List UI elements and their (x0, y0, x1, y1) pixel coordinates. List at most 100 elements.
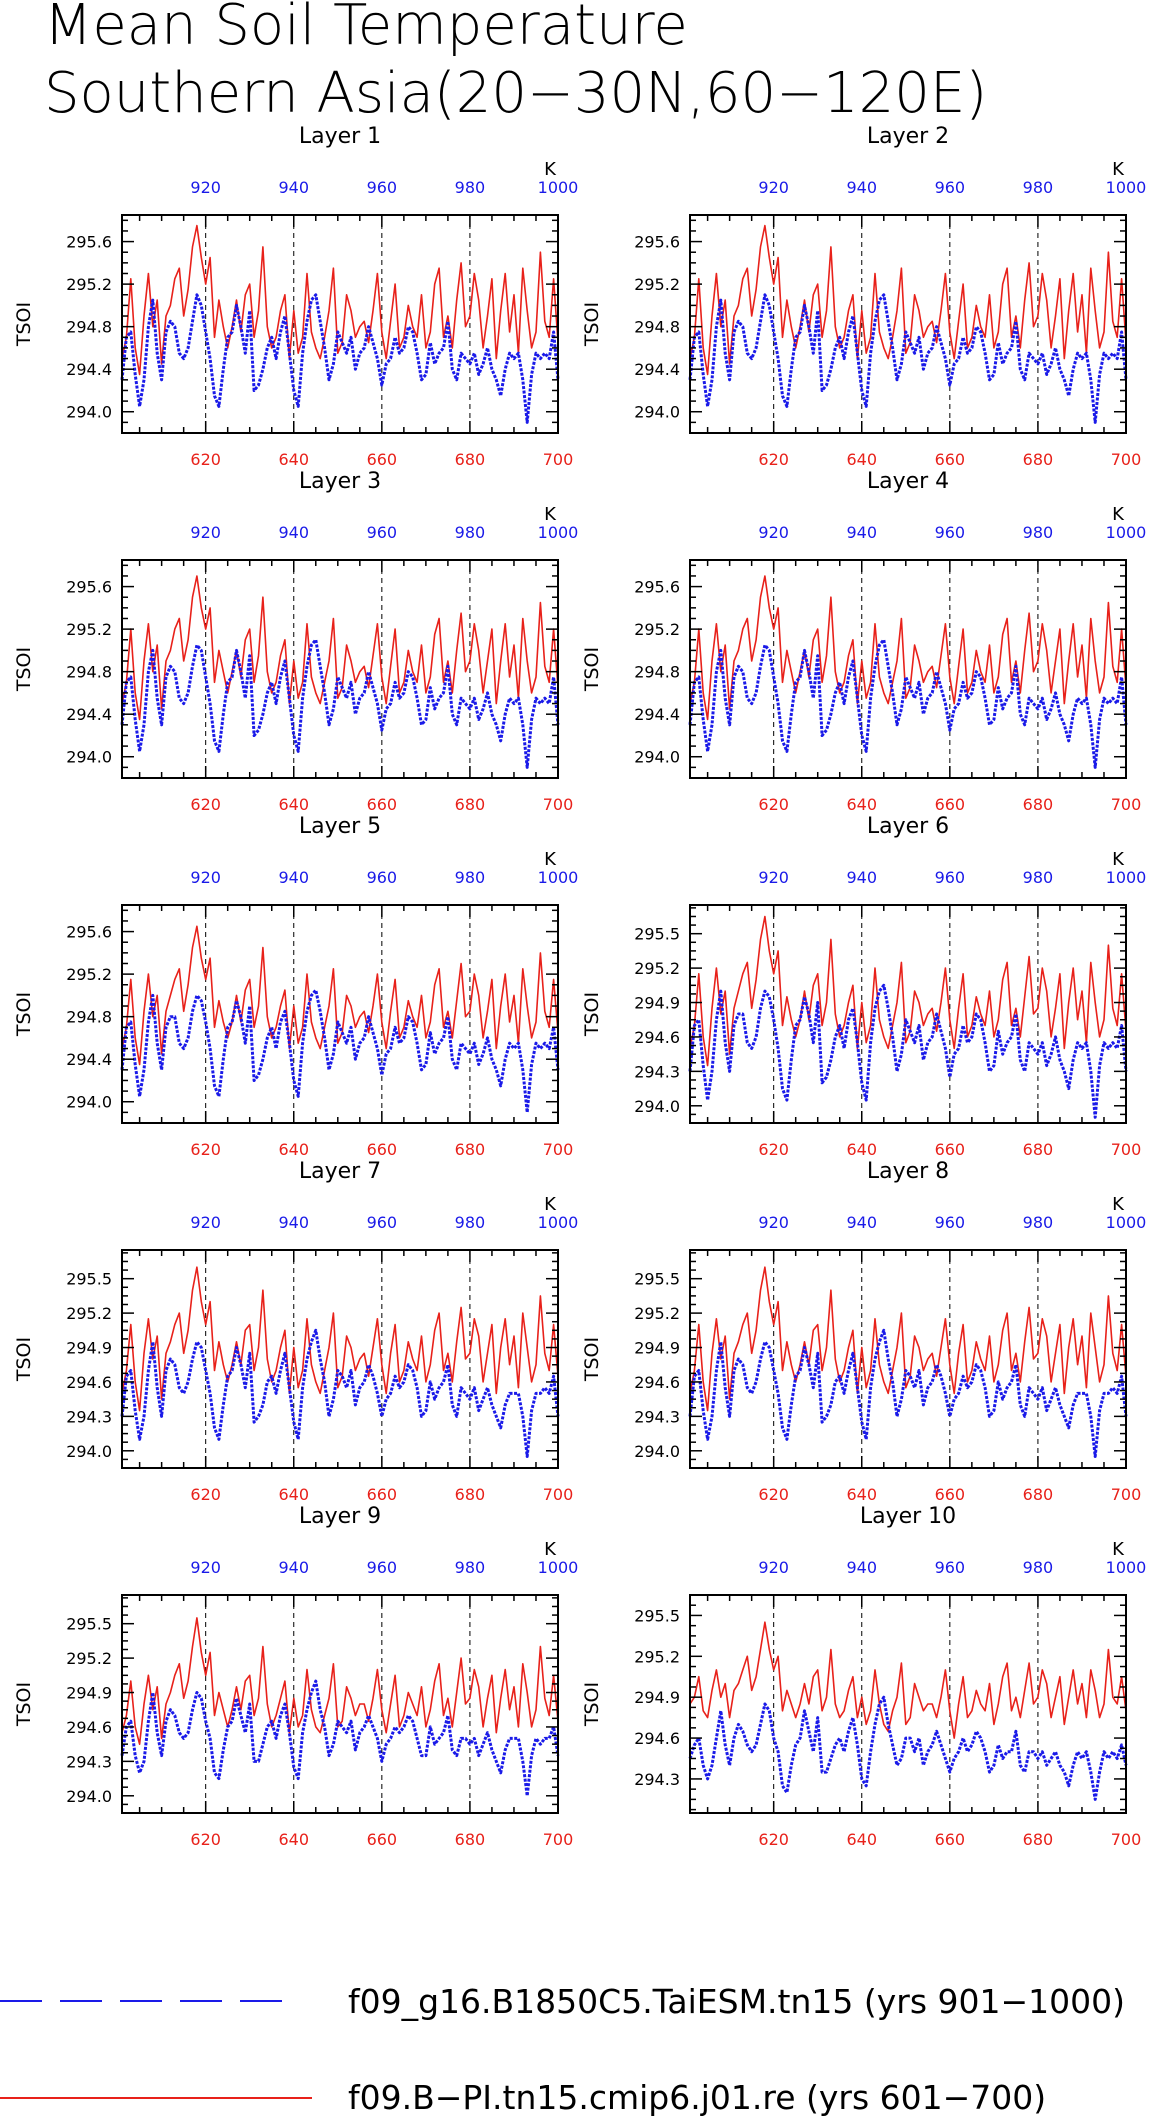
y-tick-label: 294.4 (66, 705, 112, 724)
y-tick-label: 294.8 (66, 318, 112, 337)
y-tick-label: 294.3 (66, 1407, 112, 1426)
top-axis-unit: K (1112, 504, 1125, 525)
plot-frame (121, 214, 559, 434)
y-tick-label: 294.4 (634, 705, 680, 724)
x-bottom-tick-label: 620 (190, 795, 221, 814)
series-line-cmip6 (121, 224, 559, 376)
y-tick-label: 294.4 (634, 360, 680, 379)
series-line-taiesm (120, 293, 560, 424)
y-tick-label: 295.2 (66, 965, 112, 984)
x-top-tick-label: 980 (1023, 1213, 1054, 1232)
series-line-taiesm (120, 638, 560, 769)
y-tick-label: 294.3 (634, 1062, 680, 1081)
x-bottom-tick-label: 680 (1023, 795, 1054, 814)
y-tick-label: 294.8 (634, 663, 680, 682)
y-tick-label: 294.0 (634, 1097, 680, 1116)
y-tick-label: 294.3 (634, 1407, 680, 1426)
x-top-tick-label: 980 (455, 523, 486, 542)
x-top-tick-label: 960 (935, 523, 966, 542)
y-tick-label: 294.0 (634, 1442, 680, 1461)
x-top-tick-label: 960 (935, 868, 966, 887)
x-top-tick-label: 920 (190, 178, 221, 197)
x-top-tick-label: 980 (455, 178, 486, 197)
y-tick-label: 295.6 (66, 923, 112, 942)
x-bottom-tick-label: 660 (367, 1485, 398, 1504)
x-bottom-tick-label: 700 (1111, 1485, 1142, 1504)
y-tick-label: 295.2 (634, 1304, 680, 1323)
x-top-tick-label: 1000 (1106, 178, 1147, 197)
x-top-tick-label: 1000 (1106, 1558, 1147, 1577)
figure-title-line-2: Southern Asia(20−30N,60−120E) (44, 61, 987, 126)
x-bottom-tick-label: 680 (455, 795, 486, 814)
x-bottom-tick-label: 640 (846, 795, 877, 814)
x-top-tick-label: 940 (278, 178, 309, 197)
x-bottom-tick-label: 700 (543, 1140, 574, 1159)
x-bottom-tick-label: 700 (1111, 450, 1142, 469)
y-tick-label: 295.2 (634, 959, 680, 978)
series-line-cmip6 (121, 925, 559, 1066)
y-tick-label: 295.5 (634, 1270, 680, 1289)
x-top-tick-label: 940 (846, 1213, 877, 1232)
top-axis-unit: K (544, 159, 557, 180)
x-bottom-tick-label: 660 (367, 1140, 398, 1159)
y-tick-label: 295.6 (634, 578, 680, 597)
x-bottom-tick-label: 660 (367, 795, 398, 814)
y-tick-label: 294.3 (66, 1752, 112, 1771)
y-tick-label: 294.0 (634, 748, 680, 767)
top-axis-unit: K (1112, 1539, 1125, 1560)
panel-title: Layer 8 (867, 1159, 949, 1184)
x-top-tick-label: 920 (758, 1213, 789, 1232)
y-axis-label: TSOI (581, 647, 603, 692)
x-bottom-tick-label: 620 (758, 1140, 789, 1159)
x-top-tick-label: 920 (190, 1213, 221, 1232)
x-bottom-tick-label: 660 (935, 1485, 966, 1504)
y-tick-label: 294.9 (634, 1339, 680, 1358)
x-bottom-tick-label: 680 (455, 1830, 486, 1849)
x-bottom-tick-label: 640 (278, 1485, 309, 1504)
series-line-cmip6 (121, 1266, 559, 1412)
plot-frame (689, 1249, 1127, 1469)
x-top-tick-label: 980 (455, 1558, 486, 1577)
top-axis-unit: K (544, 849, 557, 870)
x-top-tick-label: 1000 (1106, 1213, 1147, 1232)
series-line-taiesm (120, 1328, 560, 1458)
x-bottom-tick-label: 700 (1111, 1140, 1142, 1159)
y-tick-label: 295.2 (634, 1647, 680, 1666)
x-bottom-tick-label: 620 (190, 1140, 221, 1159)
y-axis-label: TSOI (13, 647, 35, 692)
x-top-tick-label: 980 (1023, 178, 1054, 197)
x-bottom-tick-label: 700 (543, 1485, 574, 1504)
y-tick-label: 295.2 (66, 1649, 112, 1668)
x-top-tick-label: 960 (367, 1213, 398, 1232)
series-line-cmip6 (121, 575, 559, 721)
panel-title: Layer 5 (299, 814, 381, 839)
x-top-tick-label: 920 (190, 523, 221, 542)
y-tick-label: 295.6 (66, 578, 112, 597)
x-top-tick-label: 920 (758, 178, 789, 197)
y-axis-label: TSOI (13, 1682, 35, 1727)
y-tick-label: 295.2 (66, 620, 112, 639)
y-tick-label: 295.2 (634, 620, 680, 639)
panel-title: Layer 1 (299, 124, 381, 149)
panel-title: Layer 4 (867, 469, 949, 494)
x-bottom-tick-label: 640 (278, 1140, 309, 1159)
y-tick-label: 295.5 (634, 925, 680, 944)
plot-frame (689, 214, 1127, 434)
top-axis-unit: K (1112, 159, 1125, 180)
y-axis-label: TSOI (13, 992, 35, 1037)
top-axis-unit: K (1112, 849, 1125, 870)
series-line-cmip6 (121, 1617, 559, 1745)
x-top-tick-label: 960 (367, 1558, 398, 1577)
top-axis-unit: K (544, 504, 557, 525)
panel-title: Layer 10 (860, 1504, 956, 1529)
series-line-cmip6 (689, 1266, 1127, 1412)
x-bottom-tick-label: 640 (846, 1485, 877, 1504)
x-top-tick-label: 980 (455, 1213, 486, 1232)
x-bottom-tick-label: 620 (758, 795, 789, 814)
y-axis-label: TSOI (581, 1337, 603, 1382)
x-bottom-tick-label: 680 (455, 1485, 486, 1504)
x-bottom-tick-label: 680 (455, 1140, 486, 1159)
